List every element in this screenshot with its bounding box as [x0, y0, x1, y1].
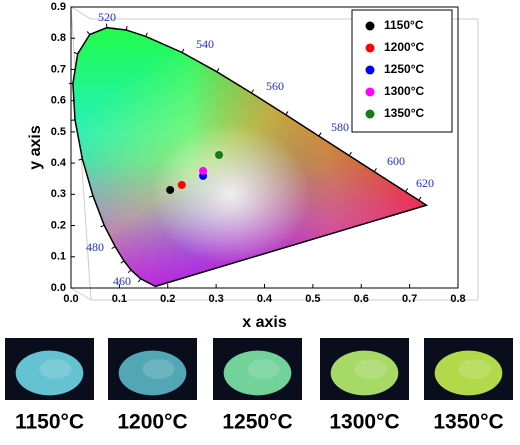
data-point [166, 186, 174, 194]
y-tick-label: 0.7 [51, 63, 66, 75]
locus-tick [419, 197, 421, 200]
wavelength-label: 460 [113, 274, 131, 288]
y-tick-label: 0.3 [51, 188, 66, 200]
locus-tick [146, 33, 147, 37]
x-tick-label: 0.7 [402, 293, 417, 305]
locus-tick [349, 152, 351, 155]
data-point [199, 167, 207, 175]
x-tick-label: 0.0 [63, 293, 78, 305]
locus-tick [374, 168, 376, 171]
locus-tick [121, 261, 124, 263]
legend-marker [366, 66, 375, 75]
locus-tick [217, 68, 219, 71]
sample-label: 1150°C [15, 411, 84, 434]
x-tick-label: 0.4 [257, 293, 273, 305]
x-tick-label: 0.5 [305, 293, 320, 305]
locus-tick [406, 188, 408, 191]
sample-label: 1300°C [329, 411, 399, 434]
legend-marker [366, 44, 375, 53]
white-point-glow [151, 124, 311, 264]
sample-powder-highlight [354, 359, 386, 379]
y-tick-label: 0.1 [51, 251, 66, 263]
y-tick-label: 0.0 [51, 282, 66, 294]
legend-marker [366, 110, 375, 119]
y-tick-label: 0.9 [51, 1, 66, 13]
y-tick-label: 0.5 [51, 126, 66, 138]
x-tick-label: 0.8 [450, 293, 465, 305]
legend-marker [366, 22, 375, 31]
data-point [215, 151, 223, 159]
x-tick-label: 0.2 [160, 293, 175, 305]
data-point [178, 181, 186, 189]
y-tick-label: 0.4 [51, 157, 67, 169]
sample-label: 1250°C [222, 411, 292, 434]
x-axis-label: x axis [242, 314, 287, 331]
x-tick-label: 0.6 [354, 293, 369, 305]
x-tick-label: 0.1 [112, 293, 127, 305]
legend-label: 1250°C [384, 62, 424, 76]
wavelength-label: 580 [331, 120, 349, 134]
locus-tick [182, 49, 184, 53]
sample-powder-highlight [142, 359, 174, 379]
wavelength-label: 560 [266, 79, 284, 93]
locus-tick [128, 270, 131, 273]
sample-powder-highlight [39, 359, 71, 379]
legend-label: 1350°C [384, 106, 424, 120]
legend-marker [366, 88, 375, 97]
locus-tick [87, 31, 90, 34]
x-tick-label: 0.3 [208, 293, 223, 305]
sample-label: 1200°C [117, 411, 187, 434]
wavelength-label: 620 [416, 176, 434, 190]
wavelength-label: 520 [98, 10, 116, 24]
locus-tick [112, 247, 115, 249]
sample-powder-highlight [247, 359, 279, 379]
sample-powder-highlight [458, 359, 490, 379]
y-tick-label: 0.2 [51, 219, 66, 231]
locus-tick [126, 26, 127, 30]
locus-tick [319, 133, 321, 136]
y-tick-label: 0.8 [51, 32, 66, 44]
locus-tick [89, 196, 93, 197]
locus-tick [138, 279, 140, 282]
plot-layer: 520 540 560 580 600 620 480 460 0.0 0.1 0.2 0.3 0.4 0… [5, 1, 513, 434]
wavelength-label: 540 [196, 37, 214, 51]
locus-tick [286, 111, 288, 114]
legend-label: 1150°C [384, 18, 424, 32]
legend-label: 1200°C [384, 40, 424, 54]
sample-label: 1350°C [433, 411, 503, 434]
wavelength-label: 600 [387, 154, 405, 168]
y-axis-label: y axis [27, 125, 44, 170]
legend-label: 1300°C [384, 84, 424, 98]
locus-tick [101, 225, 105, 227]
locus-tick [251, 90, 253, 93]
y-tick-label: 0.6 [51, 95, 66, 107]
wavelength-label: 480 [86, 240, 104, 254]
